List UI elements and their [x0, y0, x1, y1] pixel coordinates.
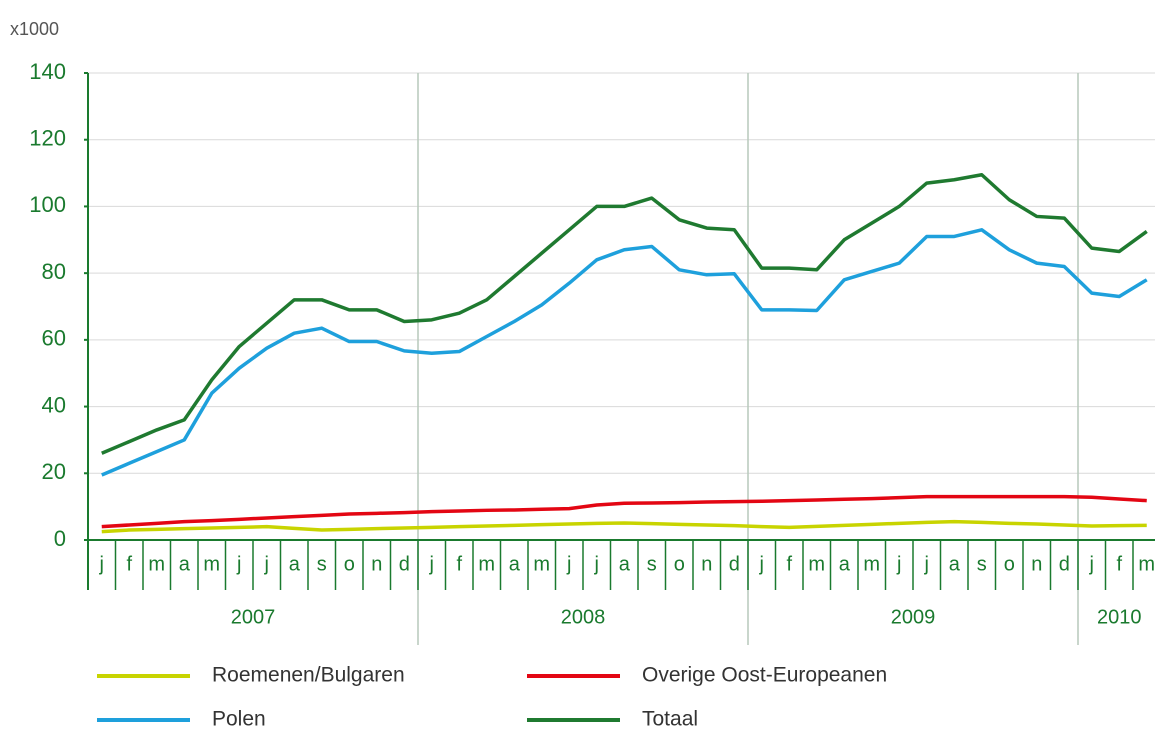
series-line [101, 494, 1147, 529]
x-tick-label: j [566, 553, 571, 575]
x-tick-label: m [1138, 553, 1155, 575]
x-tick-label: f [126, 553, 132, 575]
x-tick-label: j [896, 553, 901, 575]
x-tick-label: j [264, 553, 269, 575]
x-tick-label: a [619, 553, 631, 575]
x-tick-label: n [1031, 553, 1042, 575]
x-tick-label: a [509, 553, 521, 575]
x-tick-label: j [924, 553, 929, 575]
x-tick-label: a [289, 553, 301, 575]
x-tick-label: m [808, 553, 825, 575]
x-tick-label: f [786, 553, 792, 575]
year-label: 2009 [891, 606, 936, 628]
y-tick-label: 20 [42, 459, 66, 484]
y-axis-label: x1000 [10, 19, 59, 39]
legend-label: Polen [212, 708, 266, 731]
x-tick-label: j [236, 553, 241, 575]
x-tick-label: a [949, 553, 961, 575]
x-tick-label: a [839, 553, 851, 575]
x-tick-label: s [317, 553, 327, 575]
x-tick-label: o [344, 553, 355, 575]
series-line [101, 172, 1148, 455]
x-tick-label: d [399, 553, 410, 575]
legend-label: Overige Oost-Europeanen [642, 664, 887, 687]
x-tick-label: n [371, 553, 382, 575]
y-tick-label: 80 [42, 259, 66, 284]
x-tick-label: m [203, 553, 220, 575]
x-tick-label: o [1004, 553, 1015, 575]
x-tick-label: d [729, 553, 740, 575]
x-tick-label: a [179, 553, 191, 575]
x-tick-label: f [1116, 553, 1122, 575]
y-tick-label: 100 [29, 192, 66, 217]
x-tick-label: s [647, 553, 657, 575]
x-tick-label: f [456, 553, 462, 575]
series-line [101, 228, 1148, 477]
x-tick-label: j [1089, 553, 1094, 575]
x-tick-label: n [701, 553, 712, 575]
x-tick-label: m [478, 553, 495, 575]
x-tick-label: j [594, 553, 599, 575]
x-tick-label: j [99, 553, 104, 575]
y-tick-label: 0 [54, 526, 66, 551]
x-tick-label: o [674, 553, 685, 575]
series-line [101, 519, 1147, 534]
legend-label: Totaal [642, 708, 698, 731]
x-tick-label: m [863, 553, 880, 575]
x-tick-label: s [977, 553, 987, 575]
x-tick-label: d [1059, 553, 1070, 575]
x-tick-label: m [533, 553, 550, 575]
y-tick-label: 60 [42, 326, 66, 351]
x-tick-label: m [148, 553, 165, 575]
y-tick-label: 120 [29, 126, 66, 151]
y-tick-label: 140 [29, 59, 66, 84]
x-tick-label: j [759, 553, 764, 575]
year-label: 2008 [561, 606, 606, 628]
x-tick-label: j [429, 553, 434, 575]
legend-label: Roemenen/Bulgaren [212, 664, 405, 687]
y-tick-label: 40 [42, 392, 66, 417]
year-label: 2007 [231, 606, 276, 628]
year-label: 2010 [1097, 606, 1142, 628]
